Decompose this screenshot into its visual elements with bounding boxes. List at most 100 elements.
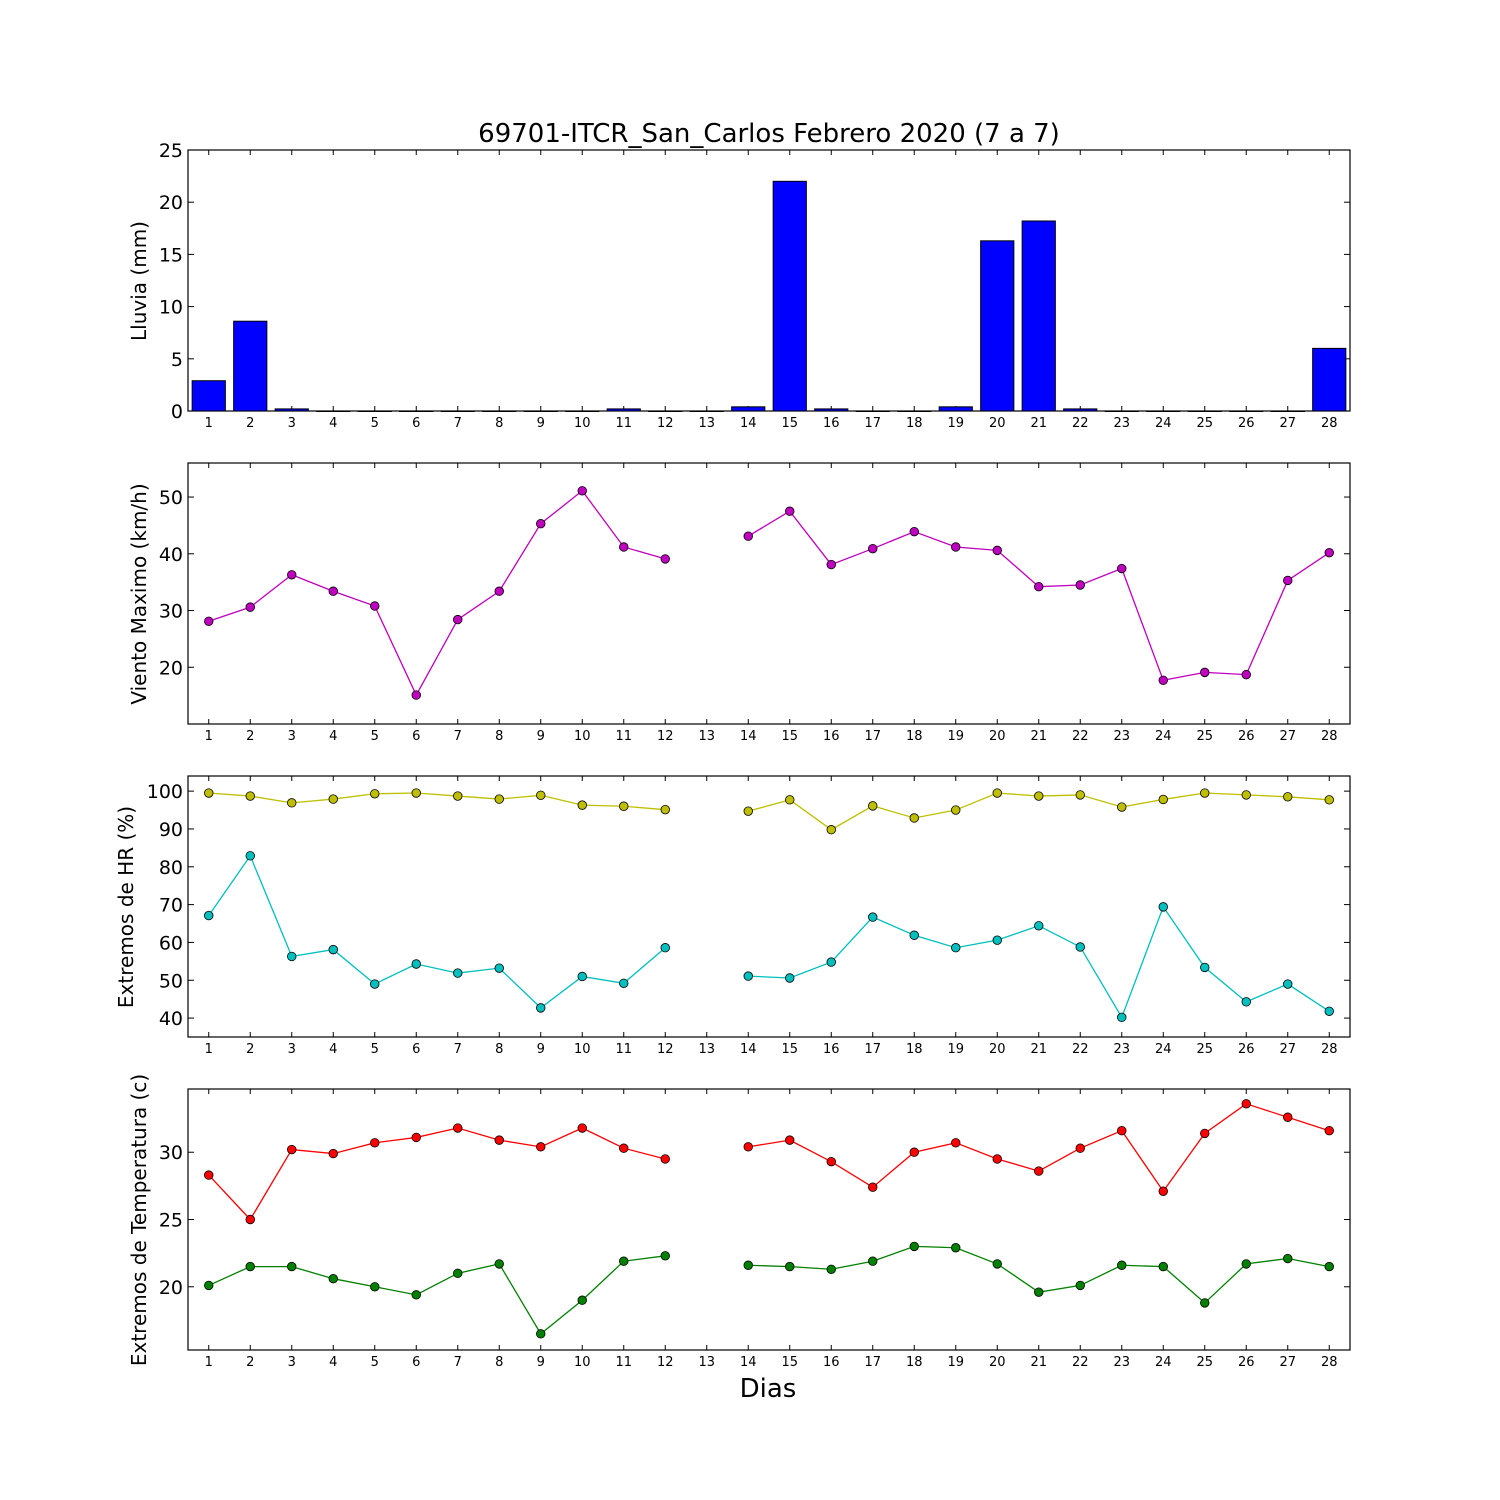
temperature-series-0-point: [1075, 1143, 1085, 1153]
wind-x-tick-label: 26: [1238, 729, 1255, 744]
humidity-x-tick-label: 17: [864, 1042, 881, 1057]
humidity-series-0-point: [204, 788, 214, 798]
temperature-series-1-point: [951, 1243, 961, 1253]
humidity-series-0-point: [328, 794, 338, 804]
temperature-x-tick-label: 13: [698, 1355, 715, 1370]
humidity-x-tick-label: 22: [1072, 1042, 1089, 1057]
wind-y-tick-label: 30: [159, 601, 183, 623]
rainfall-x-tick-label: 20: [989, 416, 1006, 431]
rainfall-x-tick-label: 26: [1238, 416, 1255, 431]
humidity-x-tick-label: 16: [823, 1042, 840, 1057]
temperature-series-0-point: [909, 1147, 919, 1157]
temperature-series-0-point: [1034, 1166, 1044, 1176]
humidity-series-1-point: [1324, 1006, 1334, 1016]
humidity-x-tick-label: 25: [1196, 1042, 1213, 1057]
humidity-series-1-point: [785, 973, 795, 983]
rainfall-x-tick-label: 1: [205, 416, 213, 431]
temperature-x-tick-label: 19: [947, 1355, 964, 1370]
temperature-series-0-point: [536, 1142, 546, 1152]
wind-series-0-point: [204, 616, 214, 627]
wind-series-0-point: [619, 542, 629, 552]
rainfall-bar: [440, 410, 475, 412]
wind-series-0-point: [1075, 580, 1085, 590]
temperature-series-1-point: [577, 1295, 587, 1305]
rainfall-x-tick-label: 3: [288, 416, 296, 431]
temperature-x-tick-label: 25: [1196, 1355, 1213, 1370]
wind-x-tick-label: 8: [495, 729, 503, 744]
temperature-x-tick-label: 3: [288, 1355, 296, 1370]
wind-series-0-point: [909, 526, 919, 537]
rainfall-x-tick-label: 23: [1113, 416, 1130, 431]
wind-x-tick-label: 27: [1279, 729, 1296, 744]
wind-series-0-point: [287, 570, 297, 580]
rainfall-x-tick-label: 2: [246, 416, 254, 431]
humidity-x-tick-label: 8: [495, 1042, 503, 1057]
temperature-series-0-point: [287, 1144, 297, 1155]
wind-y-tick-label: 40: [159, 544, 183, 566]
temperature-series-1-point: [1034, 1287, 1044, 1297]
rainfall-bar: [1229, 410, 1264, 412]
wind-y-tick-label: 20: [159, 657, 183, 679]
temperature-y-tick-label: 30: [159, 1142, 183, 1164]
temperature-x-tick-label: 20: [989, 1355, 1006, 1370]
humidity-series-0-point: [287, 798, 297, 808]
temperature-series-0-point: [1283, 1112, 1293, 1122]
temperature-x-tick-label: 2: [246, 1355, 254, 1370]
wind-x-tick-label: 21: [1030, 729, 1047, 744]
wind-x-tick-label: 12: [657, 729, 674, 744]
humidity-x-tick-label: 2: [246, 1042, 254, 1057]
wind-series-0-point: [1324, 547, 1334, 558]
temperature-series-0-point: [785, 1135, 795, 1145]
rainfall-bar: [482, 410, 517, 412]
humidity-series-0-point: [826, 825, 836, 835]
rainfall-x-tick-label: 11: [615, 416, 632, 431]
rainfall-bar: [233, 320, 268, 412]
wind-y-axis-label: Viento Maximo (km/h): [127, 483, 151, 704]
temperature-y-tick-label: 25: [159, 1210, 183, 1232]
humidity-series-1-point: [577, 971, 587, 982]
temperature-series-0-point: [868, 1182, 878, 1192]
wind-series-0-point: [1283, 575, 1293, 586]
temperature-series-1-point: [494, 1259, 504, 1269]
humidity-series-0-point: [453, 791, 463, 801]
humidity-x-tick-label: 27: [1279, 1042, 1296, 1057]
wind-x-tick-label: 24: [1155, 729, 1172, 744]
wind-x-tick-label: 2: [246, 729, 254, 744]
temperature-x-tick-label: 11: [615, 1355, 632, 1370]
temperature-x-tick-label: 18: [906, 1355, 923, 1370]
humidity-y-tick-label: 50: [159, 970, 183, 992]
temperature-series-0-point: [660, 1154, 670, 1164]
temperature-x-tick-label: 7: [454, 1355, 462, 1370]
rainfall-x-tick-label: 19: [947, 416, 964, 431]
wind-x-tick-label: 14: [740, 729, 757, 744]
humidity-series-0-point: [1241, 790, 1251, 800]
humidity-x-tick-label: 20: [989, 1042, 1006, 1057]
humidity-series-0-point: [1158, 794, 1168, 805]
humidity-y-tick-label: 60: [159, 932, 183, 954]
wind-series-0-point: [826, 559, 836, 570]
wind-series-0-point: [328, 586, 338, 596]
humidity-series-1-point: [536, 1003, 546, 1013]
humidity-series-0-line: [208, 792, 666, 811]
humidity-x-tick-label: 18: [906, 1042, 923, 1057]
wind-plot-frame: [187, 462, 1351, 725]
wind-x-tick-label: 28: [1321, 729, 1338, 744]
humidity-x-tick-label: 26: [1238, 1042, 1255, 1057]
temperature-x-tick-label: 22: [1072, 1355, 1089, 1370]
rainfall-bar: [1146, 410, 1181, 412]
temperature-series-1-point: [909, 1241, 919, 1252]
humidity-x-tick-label: 5: [371, 1042, 379, 1057]
wind-series-0-point: [1158, 675, 1168, 686]
temperature-x-tick-label: 16: [823, 1355, 840, 1370]
temperature-series-1-point: [1200, 1298, 1210, 1308]
humidity-x-tick-label: 15: [781, 1042, 798, 1057]
humidity-series-1-point: [411, 959, 421, 969]
temperature-y-tick-label: 20: [159, 1277, 183, 1299]
temperature-series-1-point: [743, 1260, 753, 1270]
humidity-y-axis-label: Extremos de HR (%): [114, 806, 138, 1008]
wind-series-0-point: [370, 601, 380, 611]
wind-series-0-point: [411, 690, 421, 700]
temperature-x-tick-label: 12: [657, 1355, 674, 1370]
rainfall-bar: [1104, 410, 1139, 412]
humidity-x-tick-label: 23: [1113, 1042, 1130, 1057]
